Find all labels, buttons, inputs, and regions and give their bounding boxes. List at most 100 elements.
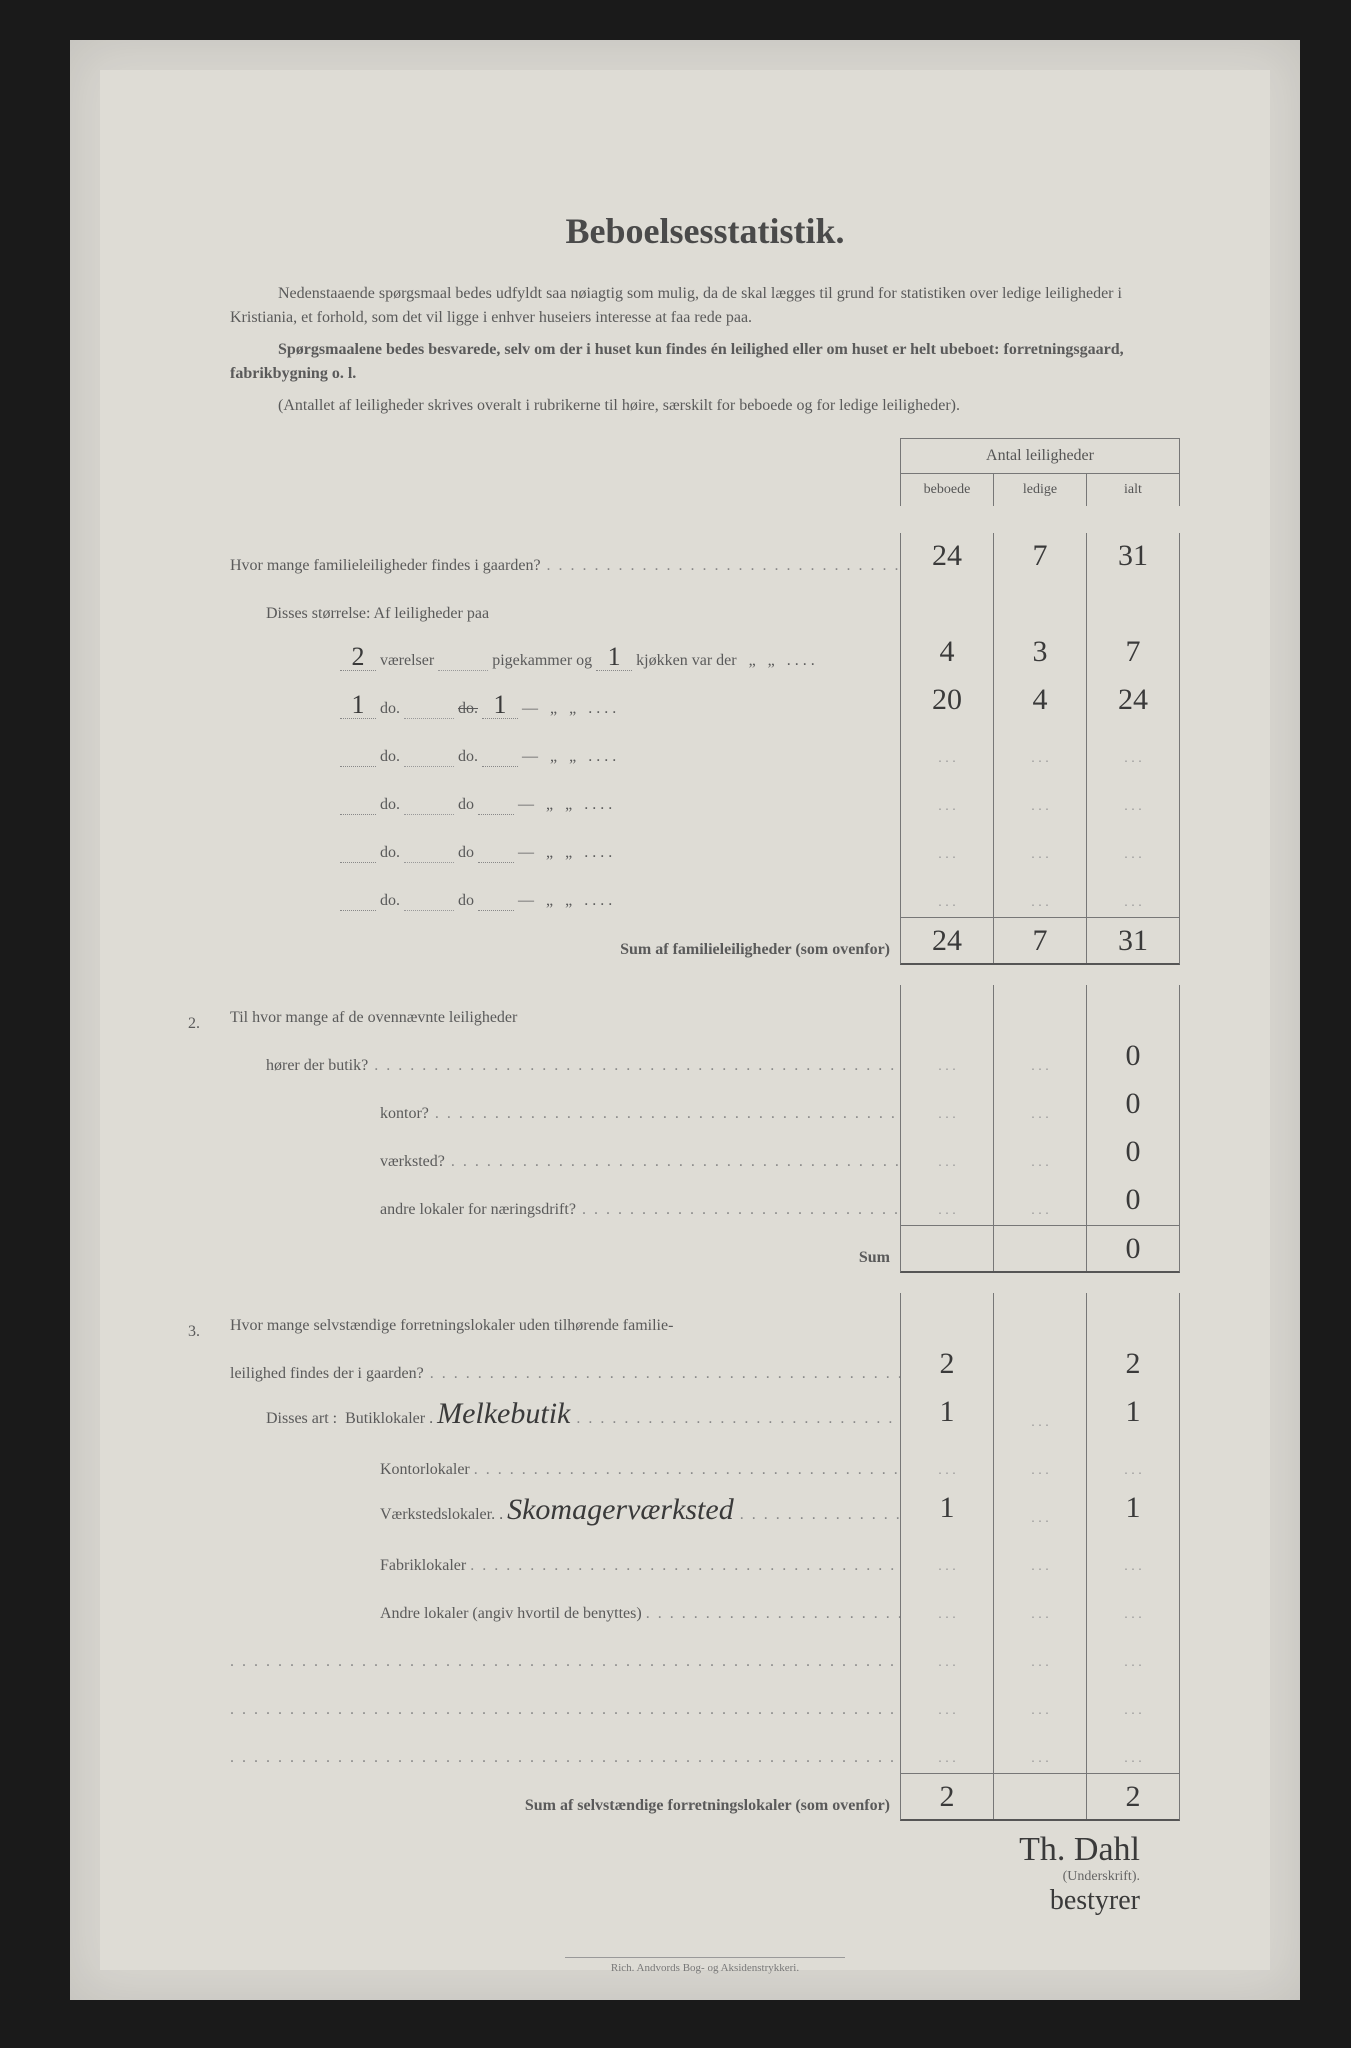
q1-size-label: 2 værelser pigekammer og 1 kjøkken var d…	[230, 644, 900, 677]
cell-beboede: 1	[901, 1389, 994, 1437]
q3-row-label-text: Andre lokaler (angiv hvortil de benyttes…	[380, 1605, 642, 1622]
cell-ialt: 7	[1087, 629, 1179, 677]
q2-sum-ialt: 0	[1087, 1226, 1179, 1271]
q3-row-cells: 11	[900, 1389, 1180, 1437]
label-vaerelser: do.	[380, 748, 400, 765]
empty-cell	[994, 1677, 1087, 1725]
q3-blank-row	[230, 1629, 1180, 1677]
q2-row: hører der butik?0	[230, 1033, 1180, 1081]
blank-label	[230, 1653, 900, 1677]
handwritten-value	[340, 788, 376, 815]
q2-row-label-text: andre lokaler for næringsdrift?	[380, 1201, 576, 1218]
blank-fill	[404, 748, 454, 767]
q3-sum-cells: 2 2	[900, 1773, 1180, 1821]
column-headers: Antal leiligheder beboede ledige ialt	[900, 438, 1180, 506]
q1-size-row: 1 do. do. 1 — „ „ . . . .20424	[230, 677, 1180, 725]
empty-cell	[901, 1226, 994, 1271]
q3-row: Kontorlokaler	[230, 1437, 1180, 1485]
q3-sum-row: Sum af selvstændige forretningslokaler (…	[230, 1773, 1180, 1821]
q3-label-text-1: Hvor mange selvstændige forretningslokal…	[230, 1317, 673, 1334]
q3-label-line2: leilighed findes der i gaarden?	[230, 1365, 900, 1389]
q3-row-label: Kontorlokaler	[230, 1461, 900, 1485]
q1-size-cells	[900, 725, 1180, 773]
label-pigekammer: do	[458, 892, 474, 909]
q3-row-label-text: Værkstedslokaler.	[380, 1506, 495, 1523]
q2-row-label-text: kontor?	[380, 1105, 429, 1122]
intro-text-1: Nedenstaaende spørgsmaal bedes udfyldt s…	[230, 285, 1122, 326]
handwritten-value: 1	[596, 644, 632, 671]
q1-sum-row: Sum af familieleiligheder (som ovenfor) …	[230, 917, 1180, 965]
q1-sum-ledige: 7	[994, 918, 1087, 963]
cell-beboede	[901, 1437, 994, 1485]
q1-size-label: do. do — „ „ . . . .	[230, 884, 900, 917]
q2-row-cells: 0	[900, 1177, 1180, 1225]
cell-ledige	[994, 1081, 1087, 1129]
label-vaerelser: do.	[380, 796, 400, 813]
cell-beboede: 1	[901, 1485, 994, 1533]
q1-size-cells	[900, 821, 1180, 869]
cell-ledige	[994, 725, 1087, 773]
handwritten-value	[478, 884, 514, 911]
q3-sum-label: Sum af selvstændige forretningslokaler (…	[230, 1797, 900, 1821]
empty-cell	[901, 1293, 994, 1341]
cell-beboede	[901, 1033, 994, 1081]
q1-sum-ialt: 31	[1087, 918, 1179, 963]
q1-ialt: 31	[1087, 533, 1179, 581]
empty-cell	[1087, 1293, 1179, 1341]
cell-ialt: 0	[1087, 1033, 1179, 1081]
page-title: Beboelsesstatistik.	[230, 210, 1180, 252]
label-kjokken: —	[518, 844, 534, 861]
form-rows: 1. Hvor mange familieleiligheder findes …	[230, 438, 1180, 1821]
label-vaerelser: do.	[380, 892, 400, 909]
q1-size-cells: 437	[900, 629, 1180, 677]
q3-head-cells-1	[900, 1293, 1180, 1341]
cell-ialt	[1087, 725, 1179, 773]
blank-fill	[404, 844, 454, 863]
q1-size-label: do. do. — „ „ . . . .	[230, 740, 900, 773]
q3-art-intro: Disses art :	[266, 1410, 337, 1427]
q2-head-row: 2. Til hvor mange af de ovennævnte leili…	[230, 985, 1180, 1033]
form-table: Antal leiligheder beboede ledige ialt 1.…	[230, 438, 1180, 1821]
cell-ialt	[1087, 773, 1179, 821]
q3-row-label: Disses art : Butiklokaler . Melkebutik	[230, 1397, 900, 1437]
document-page: Beboelsesstatistik. Nedenstaaende spørgs…	[100, 70, 1270, 1970]
cell-beboede	[901, 1177, 994, 1225]
handwritten-value	[340, 740, 376, 767]
q1-size-cells	[900, 869, 1180, 917]
blank-label	[230, 1749, 900, 1773]
q1-beboede: 24	[901, 533, 994, 581]
q3-sum-beboede: 2	[901, 1774, 994, 1819]
empty-cell	[994, 1341, 1087, 1389]
empty-cell	[994, 1293, 1087, 1341]
q1-size-intro: Disses størrelse: Af leiligheder paa	[230, 605, 900, 629]
q1-size-cells: 20424	[900, 677, 1180, 725]
intro-paragraph-3: (Antallet af leiligheder skrives overalt…	[230, 394, 1180, 418]
label-vaerelser: værelser	[380, 652, 434, 669]
handwritten-entry: Skomagerværksted	[507, 1493, 734, 1526]
cell-ialt: 1	[1087, 1389, 1179, 1437]
q1-size-row: do. do. — „ „ . . . .	[230, 725, 1180, 773]
q1-head-row: 1. Hvor mange familieleiligheder findes …	[230, 533, 1180, 581]
intro-paragraph-2: Spørgsmaalene bedes besvarede, selv om d…	[230, 338, 1180, 386]
cell-ledige	[994, 1177, 1087, 1225]
handwritten-value: 2	[340, 644, 376, 671]
q1-sum-label: Sum af familieleiligheder (som ovenfor)	[230, 941, 900, 965]
q1-ledige: 7	[994, 533, 1087, 581]
label-kjokken: —	[518, 892, 534, 909]
q2-row: kontor?0	[230, 1081, 1180, 1129]
q1-size-intro-row: Disses størrelse: Af leiligheder paa	[230, 581, 1180, 629]
q3-blank-row	[230, 1677, 1180, 1725]
label-pigekammer: do.	[458, 700, 478, 717]
cell-ledige	[994, 1485, 1087, 1533]
signature-title: bestyrer	[230, 1885, 1140, 1917]
cell-ialt	[1087, 821, 1179, 869]
q3-row: Fabriklokaler	[230, 1533, 1180, 1581]
empty-cell	[901, 1677, 994, 1725]
cell-ledige	[994, 1437, 1087, 1485]
q3-row-label-text: Fabriklokaler	[380, 1557, 466, 1574]
q3-row-cells	[900, 1533, 1180, 1581]
q3-row: Disses art : Butiklokaler . Melkebutik11	[230, 1389, 1180, 1437]
q1-size-row: do. do — „ „ . . . .	[230, 869, 1180, 917]
q3-row-label: Fabriklokaler	[230, 1557, 900, 1581]
empty-cell	[994, 1725, 1087, 1773]
